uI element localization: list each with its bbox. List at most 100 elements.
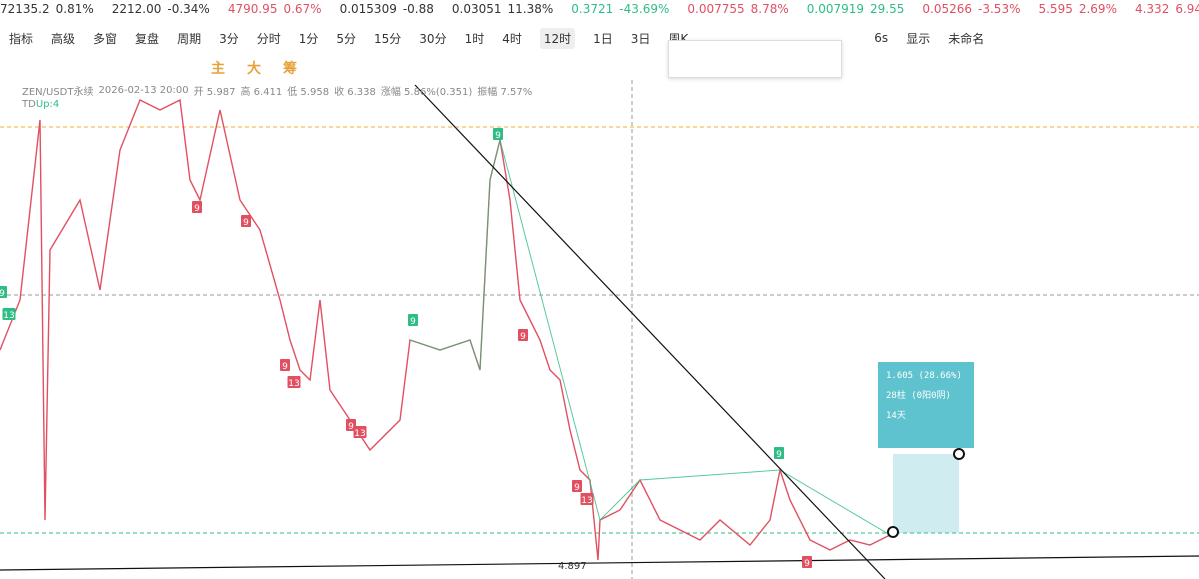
menu[interactable]: 指标 — [9, 31, 34, 46]
ticker-change: -3.53% — [978, 2, 1021, 16]
ohlc-field: 高 6.411 — [240, 87, 283, 98]
td-marker — [774, 447, 784, 459]
td-marker — [241, 215, 251, 227]
draw-popup — [668, 40, 842, 78]
td-marker — [2, 308, 16, 320]
interval[interactable]: 分时 — [256, 31, 281, 46]
td-marker — [287, 376, 301, 388]
measure-line: 14天 — [886, 411, 906, 421]
ticker-change: 8.78% — [750, 2, 789, 16]
td-marker — [408, 314, 418, 326]
toolbar-right[interactable]: 6s — [874, 31, 889, 45]
menu[interactable]: 多窗 — [93, 31, 118, 46]
interval[interactable]: 15分 — [374, 31, 402, 46]
ticker-price[interactable]: 0.03051 — [451, 2, 502, 16]
symbol: ZEN/USDT永续 — [22, 87, 94, 98]
td-label: 13 — [354, 429, 365, 439]
ticker-price[interactable]: 72135.2 — [0, 2, 50, 16]
ticker-price[interactable]: 0.007755 — [687, 2, 745, 16]
ticker-price[interactable]: 0.007919 — [806, 2, 865, 16]
measure-line: 28柱 (0阳0阴) — [886, 391, 951, 401]
menu[interactable]: 高级 — [51, 31, 76, 46]
indicator-info: TD Up:4 — [22, 99, 59, 110]
tool[interactable]: 筹 — [283, 61, 297, 77]
ticker-change: -0.34% — [167, 2, 210, 16]
ticker-change: 11.38% — [507, 2, 554, 16]
measure-area — [893, 454, 959, 533]
tool[interactable]: 大 — [247, 61, 261, 77]
interval[interactable]: 3分 — [219, 31, 239, 46]
td-label: 9 — [520, 332, 526, 342]
td-label: 9 — [0, 289, 5, 299]
interval[interactable]: 30分 — [419, 31, 447, 46]
td-marker — [802, 556, 812, 568]
td-label: 9 — [282, 362, 288, 372]
ticker-change: -43.69% — [619, 2, 670, 16]
ticker-change: 6.94% — [1175, 2, 1199, 16]
td-label: 9 — [348, 422, 354, 432]
ticker-change: 0.81% — [55, 2, 94, 16]
ticker-price[interactable]: 5.595 — [1038, 2, 1073, 16]
measure-box: 1.605 (28.66%) 28柱 (0阳0阴) 14天 — [878, 362, 974, 448]
ohlc-info: ZEN/USDT永续 2026-02-13 20:00 开 5.987 高 6.411… — [22, 83, 537, 98]
interval[interactable]: 1分 — [298, 31, 319, 46]
ticker-price[interactable]: 2212.00 — [111, 2, 162, 16]
ohlc-field: 振幅 7.57% — [477, 87, 533, 98]
ticker-change: -0.88 — [402, 2, 434, 16]
ticker-price[interactable]: 4.332 — [1134, 2, 1170, 16]
interval[interactable]: 3日 — [630, 31, 651, 46]
toolbar-right[interactable]: 未命名 — [948, 31, 985, 46]
ohlc-field: 低 5.958 — [287, 87, 330, 98]
ohlc-field: 涨幅 5.86%(0.351) — [380, 87, 473, 98]
td-marker — [0, 286, 7, 298]
tool[interactable]: 主 — [211, 61, 225, 77]
ticker-change: 0.67% — [283, 2, 322, 16]
interval[interactable]: 1日 — [593, 31, 613, 46]
toolbar-right[interactable]: 显示 — [906, 31, 931, 46]
indicator-value: Up:4 — [35, 99, 60, 110]
td-marker — [572, 480, 582, 492]
td-label: 9 — [804, 559, 810, 569]
trend-line — [414, 84, 886, 579]
td-marker — [493, 128, 503, 140]
interval[interactable]: 12时 — [539, 27, 576, 49]
td-label: 9 — [243, 218, 249, 228]
ticker-change: 29.55 — [870, 2, 905, 16]
menu[interactable]: 复盘 — [135, 31, 160, 46]
ticker-price[interactable]: 0.3721 — [571, 2, 614, 16]
toolbar: 指标 高级 多窗 复盘 周期 3分 分时 1分 5分 15分 30分 1时 4时 12时 1日 3日 周K 6s 显… — [0, 26, 993, 50]
ticker-bar: 72135.2 0.81% 2212.00 -0.34% 4790.95 0.67% 0.0… — [0, 0, 1199, 18]
td-marker — [580, 493, 594, 505]
td-marker — [192, 201, 202, 213]
td-marker — [518, 329, 528, 341]
support-line — [0, 555, 1199, 571]
interval[interactable]: 4时 — [502, 31, 522, 46]
price-path-up — [409, 139, 891, 536]
low-label: 4.897 — [558, 561, 587, 572]
draw-tools: 主大筹 — [0, 56, 308, 80]
td-label: 13 — [3, 311, 14, 321]
td-marker — [280, 359, 290, 371]
td-label: 13 — [581, 496, 592, 506]
handle[interactable] — [887, 526, 899, 538]
ticker-price[interactable]: 0.05266 — [922, 2, 973, 16]
interval[interactable]: 1时 — [464, 31, 485, 46]
td-label: 9 — [410, 317, 416, 327]
td-label: 9 — [574, 483, 580, 493]
td-label: 13 — [288, 379, 299, 389]
ticker-price[interactable]: 0.015309 — [339, 2, 397, 16]
td-label: 9 — [194, 204, 200, 214]
price-path — [0, 98, 891, 561]
td-label: 9 — [495, 131, 501, 141]
td-label: 9 — [776, 450, 782, 460]
interval[interactable]: 5分 — [336, 31, 357, 46]
ticker-price[interactable]: 4790.95 — [227, 2, 278, 16]
ticker-change: 2.69% — [1078, 2, 1117, 16]
period[interactable]: 周期 — [177, 31, 202, 46]
time: 2026-02-13 20:00 — [98, 85, 189, 96]
handle[interactable] — [953, 448, 965, 460]
measure-line: 1.605 (28.66%) — [886, 371, 962, 381]
ohlc-field: 开 5.987 — [193, 87, 236, 98]
